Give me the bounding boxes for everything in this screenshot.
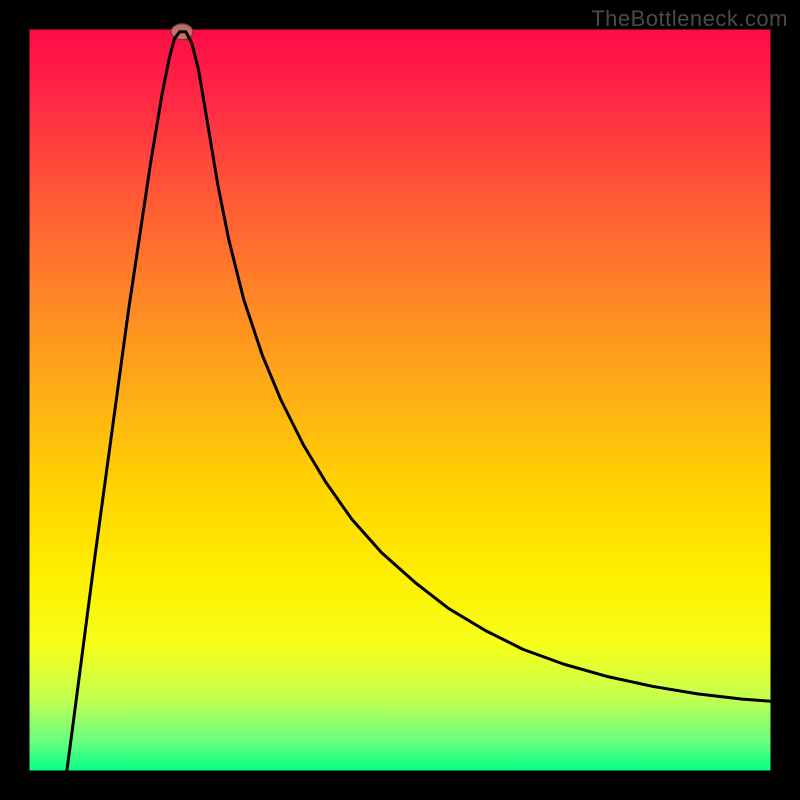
chart-svg: [0, 0, 800, 800]
watermark-text: TheBottleneck.com: [591, 6, 788, 32]
bottleneck-chart: TheBottleneck.com: [0, 0, 800, 800]
gradient-plot-area: [28, 28, 772, 772]
